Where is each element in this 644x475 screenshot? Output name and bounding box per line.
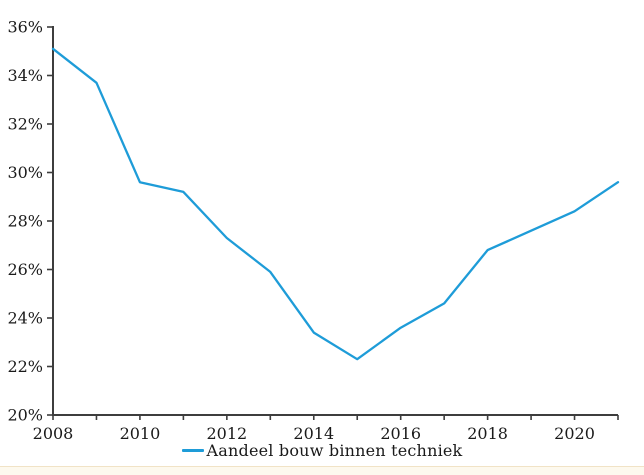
line-chart: 20% 22% 24% 26% 28% 30% 32% 34% 36% 2008 2010 2012 2… xyxy=(7,18,620,440)
y-axis-label: 28% xyxy=(7,212,43,231)
x-axis-label: 2018 xyxy=(467,424,508,440)
series-line xyxy=(51,47,620,361)
legend-line-swatch xyxy=(181,449,204,452)
y-axis-label: 20% xyxy=(7,406,43,425)
y-axis-label: 36% xyxy=(7,18,43,37)
chart-legend: Aandeel bouw binnen techniek xyxy=(0,441,644,460)
y-axis-label: 24% xyxy=(7,309,43,328)
y-axis-label: 34% xyxy=(7,66,43,85)
bottom-accent-strip xyxy=(0,466,644,475)
x-axis-label: 2016 xyxy=(380,424,421,440)
x-axis-label: 2020 xyxy=(554,424,595,440)
y-axis-label: 32% xyxy=(7,115,43,134)
legend-label: Aandeel bouw binnen techniek xyxy=(206,441,463,460)
y-axis-label: 22% xyxy=(7,357,43,376)
x-axis-label: 2012 xyxy=(206,424,247,440)
y-axis-label: 26% xyxy=(7,260,43,279)
x-axis-label: 2014 xyxy=(293,424,334,440)
x-axis-label: 2008 xyxy=(33,424,74,440)
x-axis-label: 2010 xyxy=(120,424,161,440)
y-axis-label: 30% xyxy=(7,163,43,182)
